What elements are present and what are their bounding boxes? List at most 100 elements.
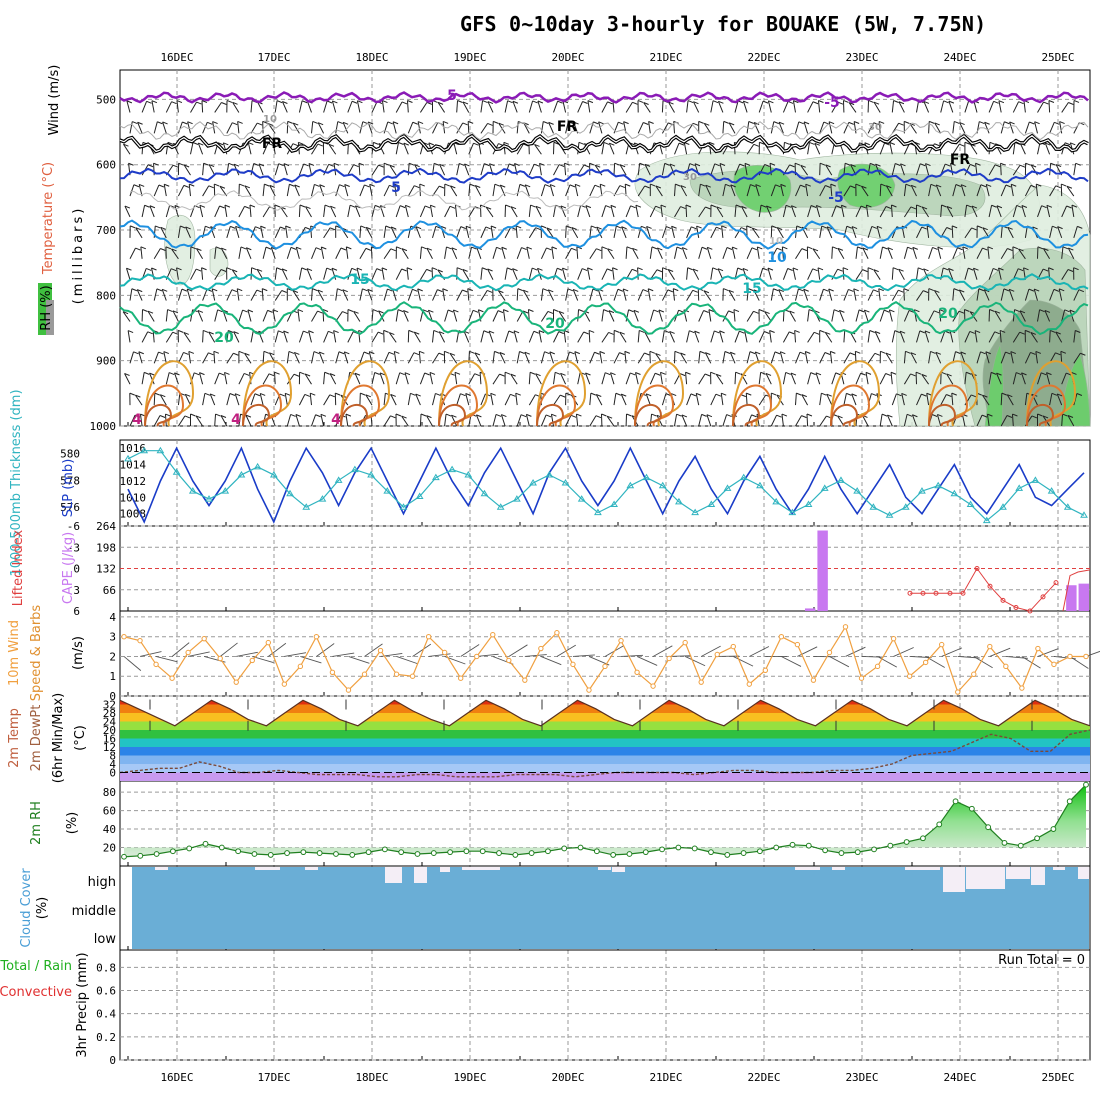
lifted-index-marker — [960, 590, 966, 596]
wind-barb-flag — [383, 162, 390, 166]
wind-tick: 0 — [109, 690, 116, 703]
wind-barb-flag — [501, 414, 507, 418]
wind-barb-flag — [238, 350, 245, 354]
wind-barb — [753, 122, 760, 134]
wind-barb-flag — [333, 162, 340, 166]
wind-barb — [1060, 351, 1063, 364]
temperature-bands — [120, 700, 1090, 781]
wind-barb-flag — [710, 371, 716, 375]
wind-barb-flag — [534, 143, 540, 147]
wind-barb — [999, 330, 1002, 343]
wind-barb-flag — [781, 413, 788, 417]
wind-barb — [795, 415, 802, 427]
wind-barb-flag — [1055, 352, 1061, 356]
wind-barb-flag — [412, 121, 418, 125]
wind-barb — [589, 415, 597, 427]
wind-barb-flag — [601, 413, 607, 417]
wind-barb — [286, 414, 292, 427]
lifted-index-tick: -3 — [67, 541, 80, 554]
wind-barb — [515, 393, 518, 406]
date-label-top: 19DEC — [453, 51, 486, 64]
wind-barb-flag — [907, 246, 913, 250]
wind-barb — [548, 122, 554, 134]
wind-barb-flag — [871, 225, 877, 229]
wind-barb-flag — [814, 142, 821, 146]
wind-barb — [899, 331, 905, 343]
wind-barb — [815, 372, 821, 385]
wind-barb — [669, 331, 675, 343]
wind-barb-flag — [465, 393, 471, 396]
wind-barb — [199, 372, 204, 385]
wind-barb-flag — [498, 122, 504, 126]
thickness-marker — [188, 487, 197, 494]
wind-barb — [244, 185, 252, 197]
wind-barb-flag — [255, 226, 261, 230]
wind-barb — [879, 373, 887, 385]
wind-barb-flag — [739, 163, 745, 167]
cloud-gap — [462, 867, 500, 870]
wind-barb-flag — [189, 183, 195, 187]
wind-barb — [996, 372, 1002, 385]
wind-barb — [383, 225, 387, 238]
wind-barb — [804, 351, 809, 364]
wind-barb — [862, 415, 869, 427]
wind-barb-flag — [1055, 164, 1062, 168]
wind-barb — [855, 372, 862, 385]
cloud-gap — [440, 867, 450, 872]
wind-speed-marker — [474, 653, 480, 660]
date-label-top: 17DEC — [257, 51, 290, 64]
wind-barb-flag — [744, 162, 751, 166]
wind-barb — [367, 289, 373, 301]
wind-barb-flag — [389, 184, 395, 188]
surface-wind-barb — [364, 643, 383, 657]
thickness-marker — [448, 465, 456, 473]
wind-barb — [323, 100, 328, 113]
wind-barb-flag — [299, 204, 306, 208]
wind-barb — [599, 351, 603, 364]
wind-barb — [153, 163, 155, 176]
wind-barb-flag — [906, 413, 913, 417]
date-label-top: 21DEC — [649, 51, 682, 64]
wind-barb-flag — [328, 330, 334, 334]
wind-barb-flag — [583, 331, 589, 335]
wind-barb-flag — [1009, 121, 1015, 125]
wind-barb — [1061, 246, 1064, 259]
wind-barb-flag — [1062, 246, 1069, 250]
wind-barb — [970, 143, 978, 155]
wind-barb-flag — [621, 393, 627, 397]
wind-barb-flag — [971, 394, 977, 398]
wind-barb-flag — [815, 372, 822, 376]
wind-barb — [912, 247, 917, 259]
wind-barb — [973, 100, 978, 113]
wind-barb-flag — [605, 372, 611, 376]
wind-barb-flag — [376, 268, 382, 272]
wind-barb — [371, 205, 376, 218]
wind-barb-flag — [737, 267, 743, 271]
wind-barb — [613, 393, 617, 406]
wind-barb-flag — [349, 204, 356, 208]
wind-barb-flag — [451, 247, 458, 251]
wind-barb — [208, 164, 216, 176]
wind-barb — [442, 288, 446, 301]
wind-barb — [789, 310, 796, 322]
wind-speed-marker — [618, 637, 624, 644]
wind-barb-flag — [159, 415, 166, 418]
wind-speed-marker — [409, 673, 416, 679]
wind-barb-flag — [289, 183, 295, 187]
wind-barb — [523, 122, 530, 134]
wind-barb-flag — [1028, 288, 1035, 292]
wind-barb-flag — [608, 331, 614, 335]
wind-barb — [1049, 393, 1053, 406]
wind-barb — [843, 289, 849, 301]
wind-barb-flag — [825, 185, 831, 188]
wind-barb-flag — [923, 290, 929, 294]
wind-barb — [449, 185, 458, 197]
wind-barb-flag — [1017, 268, 1024, 272]
temp-tick: 8 — [109, 750, 116, 763]
wind-barb — [1035, 351, 1038, 364]
wind-barb-flag — [594, 351, 600, 355]
lifted-index-marker — [1053, 580, 1059, 586]
wind-barb-flag — [451, 414, 457, 418]
wind-barb — [572, 289, 579, 301]
rh-tick: 40 — [103, 823, 116, 836]
